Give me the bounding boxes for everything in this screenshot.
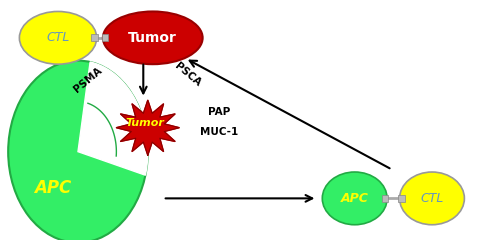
Bar xyxy=(398,195,405,202)
Text: PAP: PAP xyxy=(208,107,230,117)
Bar xyxy=(102,34,108,41)
Text: PSCA: PSCA xyxy=(172,61,203,89)
Text: PSMA: PSMA xyxy=(72,65,104,94)
Text: CTL: CTL xyxy=(420,192,444,205)
Text: CTL: CTL xyxy=(46,31,70,44)
Bar xyxy=(92,34,98,41)
Ellipse shape xyxy=(103,12,202,64)
Ellipse shape xyxy=(8,60,148,241)
Text: Tumor: Tumor xyxy=(128,31,177,45)
Polygon shape xyxy=(78,62,148,175)
Ellipse shape xyxy=(400,172,464,225)
Bar xyxy=(382,195,388,202)
Polygon shape xyxy=(116,100,180,155)
Text: Tumor: Tumor xyxy=(126,118,164,128)
Ellipse shape xyxy=(20,12,96,64)
Text: MUC-1: MUC-1 xyxy=(200,127,238,137)
Text: APC: APC xyxy=(34,179,72,197)
Ellipse shape xyxy=(322,172,387,225)
Text: APC: APC xyxy=(341,192,368,205)
